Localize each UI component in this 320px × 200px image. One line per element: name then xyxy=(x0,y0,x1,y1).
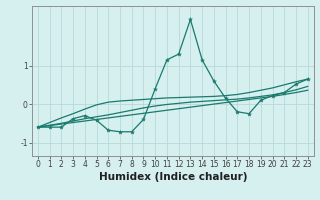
X-axis label: Humidex (Indice chaleur): Humidex (Indice chaleur) xyxy=(99,172,247,182)
